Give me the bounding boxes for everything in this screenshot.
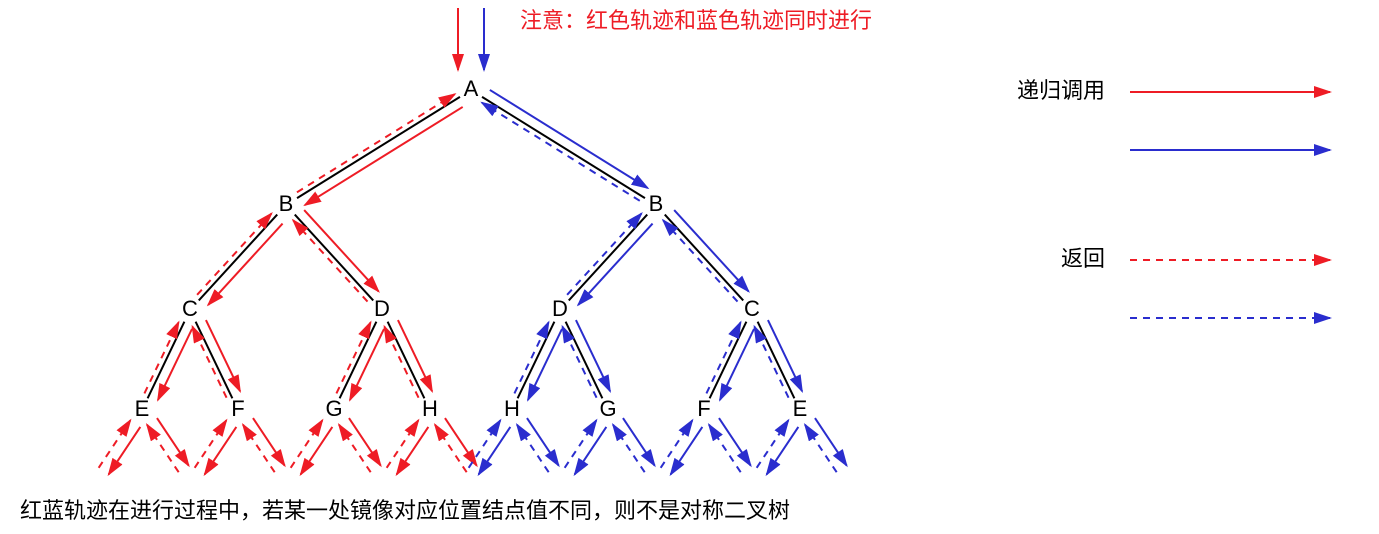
note-bottom: 红蓝轨迹在进行过程中，若某一处镜像对应位置结点值不同，则不是对称二叉树 (20, 498, 790, 523)
node-A: A (464, 76, 479, 101)
legend-label-return: 返回 (1061, 246, 1105, 271)
node-FR: F (697, 396, 710, 421)
node-FL: F (231, 396, 244, 421)
node-ER: E (793, 396, 808, 421)
node-DL: D (374, 296, 390, 321)
node-EL: E (135, 396, 150, 421)
node-CR: C (744, 296, 760, 321)
node-HR: H (504, 396, 520, 421)
node-BL: B (279, 191, 294, 216)
node-GR: G (599, 396, 616, 421)
node-DR: D (552, 296, 568, 321)
symmetric-tree-diagram: A B B C D D C E F G H H G F E 注意：红色轨迹和蓝色轨迹同时进行红蓝轨迹在进行过程… (0, 0, 1379, 534)
note-top: 注意：红色轨迹和蓝色轨迹同时进行 (520, 8, 872, 33)
node-CL: C (182, 296, 198, 321)
legend-label-call: 递归调用 (1017, 78, 1105, 103)
node-HL: H (422, 396, 438, 421)
node-GL: G (325, 396, 342, 421)
node-BR: B (649, 191, 664, 216)
